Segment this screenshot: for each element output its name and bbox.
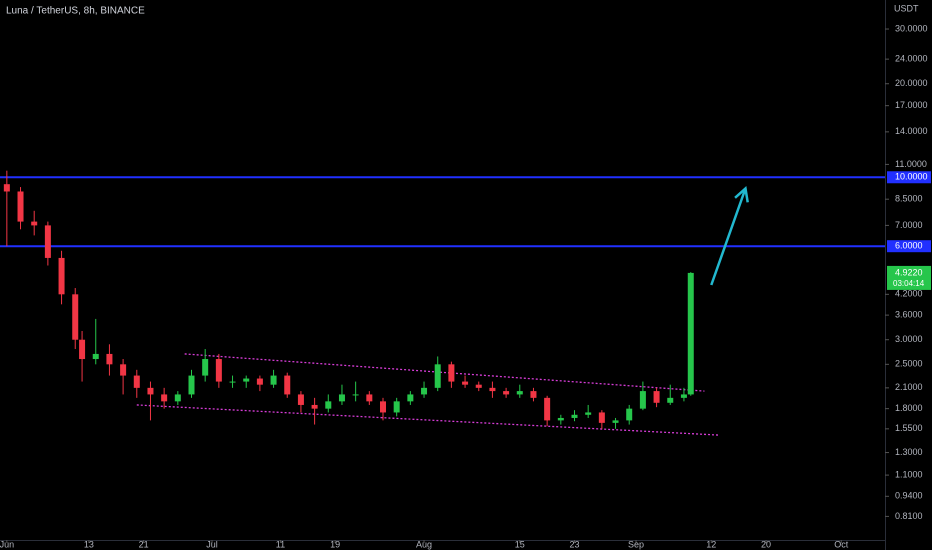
candle-body: [92, 353, 99, 360]
candle-body: [256, 378, 263, 385]
chart-title: Luna / TetherUS, 8h, BINANCE: [6, 6, 145, 17]
candle-body: [530, 391, 537, 398]
currency-label: USDT: [894, 3, 919, 13]
candle-body: [58, 257, 65, 295]
candle-body: [215, 359, 222, 382]
candle-body: [544, 397, 551, 421]
candle-body: [585, 412, 592, 415]
candle-body: [243, 378, 250, 382]
candle-body: [120, 364, 127, 376]
countdown-label: 03:04:14: [893, 279, 925, 288]
y-tick-label: 0.9400: [895, 491, 923, 501]
candle-body: [297, 394, 304, 405]
y-tick-label: 17.0000: [895, 100, 928, 110]
y-tick-label: 1.5500: [895, 423, 923, 433]
candle-body: [598, 412, 605, 423]
candle-body: [17, 191, 24, 222]
level-tag: [887, 171, 931, 184]
candle-body: [366, 394, 373, 402]
x-tick-label: Jul: [206, 539, 218, 549]
candle-body: [571, 414, 578, 418]
candle-body: [202, 359, 209, 376]
candle-body: [680, 394, 687, 398]
candle-body: [72, 294, 79, 340]
trendline: [184, 353, 705, 392]
candle-body: [653, 391, 660, 403]
x-tick-label: Aug: [416, 539, 432, 549]
y-tick-label: 3.0000: [895, 334, 923, 344]
candle-body: [161, 394, 168, 402]
candle-body: [147, 387, 154, 395]
y-tick-label: 2.5000: [895, 359, 923, 369]
x-tick-label: 15: [515, 539, 525, 549]
y-tick-label: 30.0000: [895, 23, 928, 33]
candle-body: [44, 225, 51, 258]
candle-body: [639, 391, 646, 409]
candle-body: [462, 381, 469, 385]
y-tick-label: 3.6000: [895, 309, 923, 319]
candle-body: [352, 394, 359, 396]
candle-body: [3, 184, 10, 192]
candle-body: [489, 387, 496, 392]
y-tick-label: 1.1000: [895, 469, 923, 479]
candle-body: [434, 364, 441, 388]
last-price-tag: [887, 265, 931, 290]
candle-body: [503, 391, 510, 395]
candle-body: [229, 381, 236, 383]
candle-body: [557, 417, 564, 421]
candle-body: [626, 408, 633, 421]
x-tick-label: 23: [569, 539, 579, 549]
candle-body: [188, 375, 195, 395]
level-tag: [887, 240, 931, 253]
x-tick-label: Oct: [834, 539, 849, 549]
candle-body: [31, 221, 38, 226]
candle-body: [284, 375, 291, 395]
x-tick-label: 19: [330, 539, 340, 549]
arrow-shaft: [710, 188, 747, 286]
candle-body: [325, 401, 332, 409]
y-tick-label: 14.0000: [895, 126, 928, 136]
x-tick-label: 13: [84, 539, 94, 549]
last-price-label: 4.9220: [895, 267, 923, 277]
y-tick-label: 20.0000: [895, 78, 928, 88]
y-tick-label: 1.3000: [895, 447, 923, 457]
x-tick-label: Jun: [0, 539, 14, 549]
candle-body: [667, 397, 674, 403]
candle-body: [106, 353, 113, 365]
candle-body: [687, 272, 694, 395]
candle-body: [421, 387, 428, 395]
x-tick-label: Sep: [628, 539, 644, 549]
candle-body: [475, 384, 482, 388]
x-tick-label: 21: [139, 539, 149, 549]
x-tick-label: 20: [761, 539, 771, 549]
y-tick-label: 2.1000: [895, 382, 923, 392]
candle-body: [79, 339, 86, 360]
y-tick-label: 24.0000: [895, 54, 928, 64]
y-tick-label: 7.0000: [895, 220, 923, 230]
level-label: 6.0000: [895, 241, 923, 251]
candle-body: [133, 375, 140, 388]
candle-body: [338, 394, 345, 402]
candle-body: [448, 364, 455, 382]
y-tick-label: 0.8100: [895, 511, 923, 521]
candle-body: [516, 391, 523, 395]
candle-body: [270, 375, 277, 385]
candle-body: [379, 401, 386, 413]
candle-body: [174, 394, 181, 402]
arrow-head: [734, 186, 749, 203]
trendline: [136, 404, 719, 436]
y-tick-label: 4.2000: [895, 289, 923, 299]
y-tick-label: 11.0000: [895, 159, 927, 169]
level-label: 10.0000: [895, 172, 928, 182]
candle-body: [407, 394, 414, 402]
candle-body: [311, 404, 318, 409]
candle-body: [393, 401, 400, 413]
x-tick-label: 12: [706, 539, 716, 549]
y-tick-label: 8.5000: [895, 194, 923, 204]
candle-body: [612, 420, 619, 423]
x-tick-label: 11: [276, 539, 285, 549]
y-tick-label: 1.8000: [895, 403, 923, 413]
